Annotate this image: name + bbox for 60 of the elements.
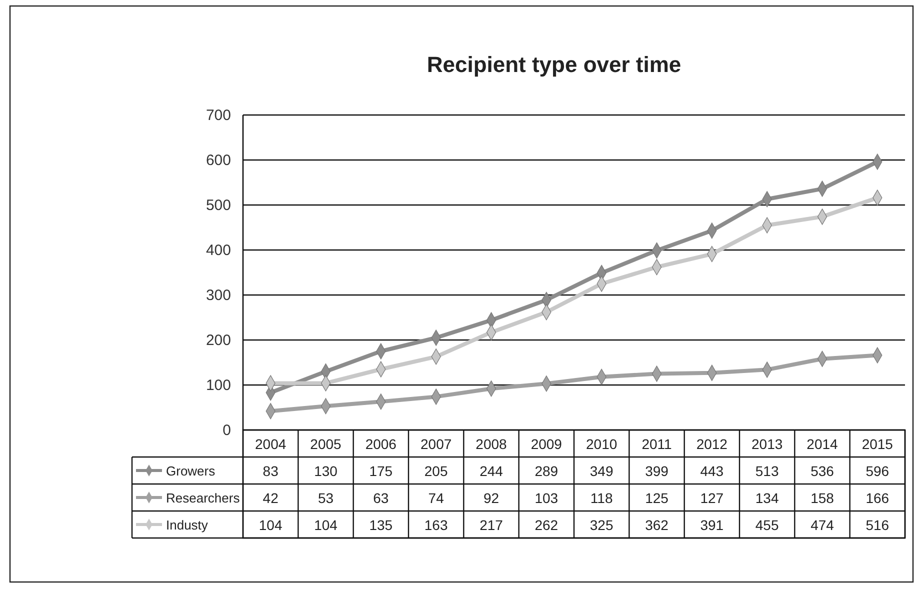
data-label: 399 bbox=[645, 463, 669, 479]
chart-title: Recipient type over time bbox=[426, 52, 682, 77]
data-label: 130 bbox=[314, 463, 338, 479]
data-label: 118 bbox=[590, 490, 613, 506]
y-tick-label: 500 bbox=[206, 197, 231, 214]
data-label: 74 bbox=[428, 490, 444, 506]
data-label: 217 bbox=[480, 517, 504, 533]
data-label: 83 bbox=[262, 463, 279, 479]
x-tick-label: 2005 bbox=[310, 436, 342, 452]
data-label: 474 bbox=[810, 517, 834, 533]
x-tick-label: 2011 bbox=[642, 436, 672, 452]
data-label: 163 bbox=[424, 517, 448, 533]
data-label: 127 bbox=[700, 490, 724, 506]
data-label: 536 bbox=[810, 463, 834, 479]
data-label: 135 bbox=[369, 517, 393, 533]
data-label: 391 bbox=[700, 517, 724, 533]
y-tick-label: 0 bbox=[222, 422, 231, 439]
x-tick-label: 2015 bbox=[862, 436, 894, 452]
y-tick-label: 700 bbox=[206, 107, 231, 124]
x-tick-label: 2013 bbox=[752, 436, 783, 452]
x-tick-label: 2006 bbox=[365, 436, 397, 452]
x-tick-label: 2012 bbox=[696, 436, 728, 452]
data-label: 244 bbox=[480, 463, 504, 479]
y-tick-label: 100 bbox=[206, 377, 231, 394]
data-label: 42 bbox=[262, 490, 279, 506]
data-label: 349 bbox=[590, 463, 614, 479]
data-label: 92 bbox=[483, 490, 500, 506]
data-label: 134 bbox=[755, 490, 779, 506]
y-tick-label: 400 bbox=[206, 242, 231, 259]
x-tick-label: 2009 bbox=[530, 436, 562, 452]
data-label: 104 bbox=[258, 517, 282, 533]
data-label: 125 bbox=[645, 490, 669, 506]
data-label: 516 bbox=[866, 517, 890, 533]
data-label: 596 bbox=[866, 463, 890, 479]
x-tick-label: 2004 bbox=[255, 436, 286, 452]
legend-label: Researchers bbox=[166, 490, 240, 506]
data-label: 325 bbox=[590, 517, 614, 533]
legend-label: Industy bbox=[166, 518, 208, 532]
data-label: 175 bbox=[369, 463, 393, 479]
x-tick-label: 2007 bbox=[420, 436, 452, 452]
data-label: 513 bbox=[755, 463, 779, 479]
data-label: 205 bbox=[424, 463, 448, 479]
y-tick-label: 600 bbox=[206, 152, 231, 169]
x-tick-label: 2014 bbox=[806, 436, 838, 452]
data-label: 63 bbox=[373, 490, 389, 506]
y-tick-label: 200 bbox=[206, 332, 231, 349]
x-tick-label: 2010 bbox=[586, 436, 618, 452]
legend-label: Growers bbox=[166, 464, 216, 478]
data-label: 53 bbox=[318, 490, 334, 506]
y-tick-label: 300 bbox=[206, 287, 231, 304]
data-label: 104 bbox=[314, 517, 338, 533]
data-label: 166 bbox=[866, 490, 890, 506]
data-label: 455 bbox=[755, 517, 779, 533]
data-label: 158 bbox=[810, 490, 834, 506]
data-label: 289 bbox=[534, 463, 558, 479]
data-label: 262 bbox=[534, 517, 558, 533]
data-label: 103 bbox=[534, 490, 558, 506]
x-tick-label: 2008 bbox=[476, 436, 508, 452]
data-label: 443 bbox=[700, 463, 724, 479]
data-label: 362 bbox=[645, 517, 669, 533]
